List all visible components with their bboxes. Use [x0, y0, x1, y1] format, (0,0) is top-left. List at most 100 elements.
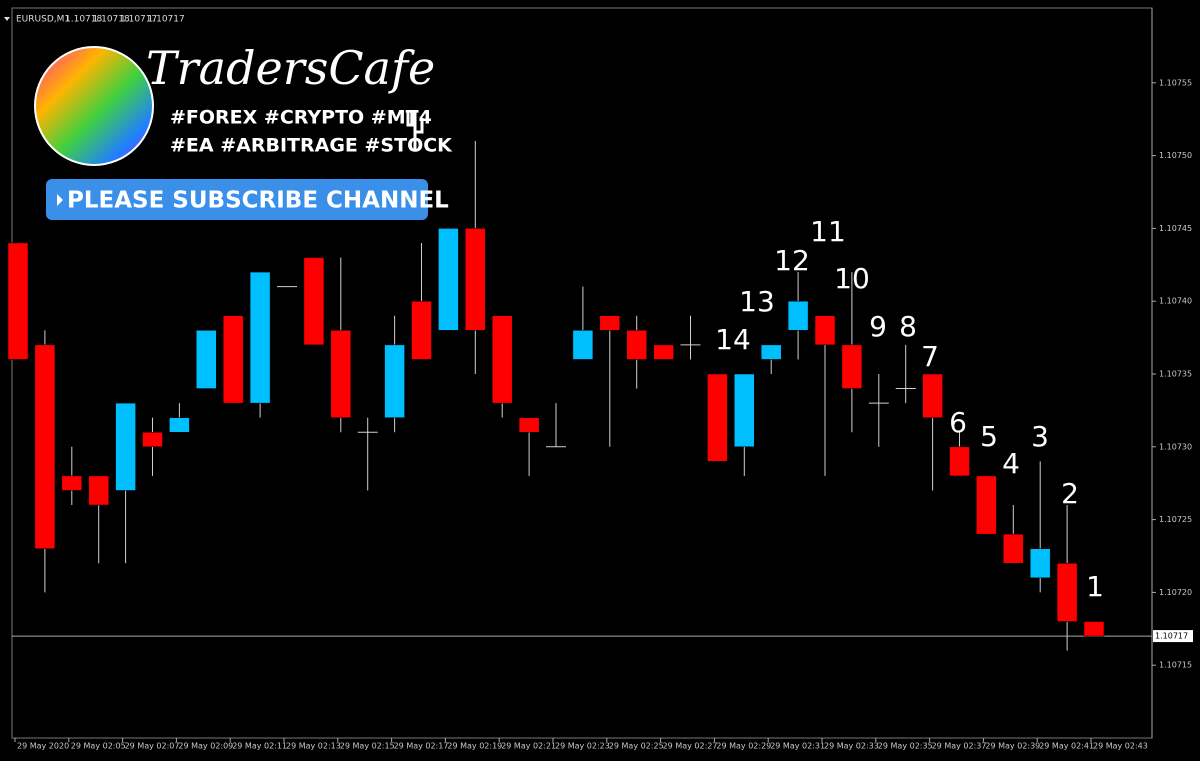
annotation: 9	[869, 310, 887, 343]
candle-body	[814, 315, 836, 346]
candle-body	[787, 300, 809, 331]
candle-body	[1029, 548, 1051, 579]
candle-body	[34, 344, 56, 549]
candle-body	[491, 315, 513, 404]
x-tick-label: 29 May 02:39	[985, 742, 1040, 751]
x-tick-label: 29 May 02:27	[663, 742, 718, 751]
candle-body	[169, 417, 190, 433]
x-tick-label: 29 May 02:17	[394, 742, 449, 751]
candle-body	[222, 315, 244, 404]
candle-body	[61, 475, 83, 491]
x-tick-label: 29 May 02:43	[1093, 742, 1148, 751]
annotation: 3	[1031, 420, 1049, 453]
menu-arrow	[4, 17, 10, 21]
candle-body	[196, 330, 217, 389]
candle-body	[1056, 563, 1078, 622]
y-tick-label: 1.10755	[1159, 78, 1192, 87]
y-tick-label: 1.10735	[1159, 370, 1192, 379]
candle-body	[841, 344, 863, 389]
quote-value: 1.10718	[65, 15, 102, 25]
annotation: 10	[834, 262, 870, 295]
brand: TradersCafe #FOREX #CRYPTO #MT4 #EA #ARB…	[34, 41, 453, 220]
brand-tags: #FOREX #CRYPTO #MT4	[170, 107, 432, 129]
annotation: 4	[1002, 447, 1020, 480]
candle-body	[760, 344, 782, 360]
quote-value: 1.10717	[120, 15, 157, 25]
candle-body	[734, 373, 755, 448]
candle-body	[411, 300, 432, 360]
x-tick-label: 29 May 02:13	[286, 742, 341, 751]
x-tick-label: 29 May 02:07	[125, 742, 180, 751]
y-tick-label: 1.10745	[1159, 224, 1192, 233]
quote-value: 1.10718	[93, 15, 130, 25]
candle-body	[707, 373, 728, 462]
subscribe-label[interactable]: PLEASE SUBSCRIBE CHANNEL	[67, 188, 449, 214]
play-icon	[57, 194, 63, 206]
plot: 1.10715 1.10720 1.10725 1.10730 1.10735 1.107…	[7, 78, 1193, 751]
x-tick-label: 29 May 02:15	[340, 742, 395, 751]
candle-body	[88, 475, 109, 506]
x-tick-label: 29 May 02:31	[770, 742, 825, 751]
annotation: 6	[949, 406, 967, 439]
last-price-label: 1.10717	[1155, 632, 1188, 641]
candle-body	[626, 330, 647, 360]
x-tick-label: 29 May 02:19	[447, 742, 502, 751]
candle-body	[465, 228, 486, 331]
candle-body	[7, 242, 29, 360]
annotation: 13	[739, 285, 775, 318]
annotation: 8	[899, 310, 917, 343]
x-tick-label: 29 May 02:09	[178, 742, 233, 751]
x-tick-label: 29 May 02:35	[878, 742, 933, 751]
candle-body	[303, 257, 325, 346]
quote-value: 1.10717	[148, 15, 185, 25]
x-tick-label: 29 May 02:29	[716, 742, 771, 751]
candle-body	[384, 344, 405, 418]
candle-body	[330, 330, 352, 418]
y-tick-label: 1.10740	[1159, 297, 1192, 306]
candle-body	[1003, 533, 1024, 564]
annotation: 12	[774, 244, 810, 277]
y-tick-label: 1.10725	[1159, 515, 1192, 524]
x-tick-label: 29 May 02:23	[555, 742, 610, 751]
cactus-icon	[406, 110, 424, 150]
logo-ring	[34, 46, 154, 166]
annotation: 5	[980, 420, 998, 453]
x-tick-label: 29 May 2020	[17, 742, 69, 751]
candle-body	[438, 228, 459, 331]
candle-body	[949, 446, 970, 477]
candle-body	[249, 271, 271, 404]
y-tick-label: 1.10715	[1159, 661, 1192, 670]
brand-name: TradersCafe	[146, 41, 435, 95]
x-tick-label: 29 May 02:11	[232, 742, 287, 751]
candle-body	[922, 373, 943, 418]
candle-body	[518, 417, 540, 433]
x-tick-label: 29 May 02:41	[1039, 742, 1094, 751]
x-tick-label: 29 May 02:05	[71, 742, 126, 751]
symbol: EURUSD,M1	[16, 15, 70, 25]
brand-tags: #EA #ARBITRAGE #STOCK	[170, 135, 453, 157]
annotation: 11	[810, 215, 846, 248]
last-price-box	[1153, 630, 1193, 643]
annotation: 2	[1061, 477, 1079, 510]
annotation: 7	[921, 340, 939, 373]
y-tick-label: 1.10750	[1159, 151, 1192, 160]
candle-body	[653, 344, 674, 360]
y-tick-label: 1.10730	[1159, 442, 1192, 451]
candle-body	[142, 431, 163, 448]
x-tick-label: 29 May 02:37	[932, 742, 987, 751]
logo	[35, 47, 153, 165]
y-tick-label: 1.10720	[1159, 588, 1192, 597]
x-tick-label: 29 May 02:33	[824, 742, 879, 751]
x-tick-label: 29 May 02:21	[501, 742, 556, 751]
candle-body	[115, 402, 136, 491]
annotation: 1	[1086, 570, 1104, 603]
x-tick-label: 29 May 02:25	[609, 742, 664, 751]
candle-body	[1083, 621, 1105, 637]
annotation: 14	[715, 323, 751, 356]
candle-body	[572, 330, 594, 360]
subscribe-button[interactable]	[46, 179, 428, 220]
candle-body	[976, 475, 997, 535]
